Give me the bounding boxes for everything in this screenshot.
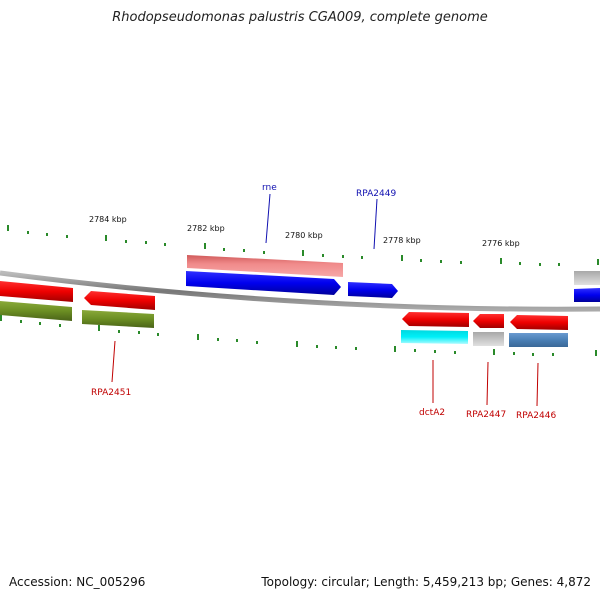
olive-feature-left-2[interactable] bbox=[82, 310, 154, 328]
cds-forward-right[interactable] bbox=[574, 288, 600, 302]
gene-label-rpa2451[interactable]: RPA2451 bbox=[91, 388, 131, 398]
map-title: Rhodopseudomonas palustris CGA009, compl… bbox=[112, 10, 488, 25]
cds-reverse-rpa2447[interactable] bbox=[473, 314, 504, 328]
tick-label-2778: 2778 kbp bbox=[383, 236, 421, 245]
gray-feature-rpa2447[interactable] bbox=[473, 332, 504, 346]
steel-feature-rpa2446[interactable] bbox=[509, 333, 568, 347]
cds-reverse-dcta2[interactable] bbox=[402, 312, 469, 327]
leader-line-rpa2446 bbox=[536, 362, 539, 407]
inner-tick-ring bbox=[0, 315, 597, 356]
cds-reverse-left-1[interactable] bbox=[0, 281, 73, 302]
cds-forward-rpa2449[interactable] bbox=[348, 282, 398, 298]
outer-tick-ring bbox=[7, 225, 599, 266]
tick-label-2782: 2782 kbp bbox=[187, 224, 225, 233]
genome-summary-text: Topology: circular; Length: 5,459,213 bp… bbox=[261, 575, 591, 589]
leader-line-rpa2449 bbox=[373, 198, 378, 250]
cyan-feature-dcta2[interactable] bbox=[401, 330, 468, 344]
gene-label-rpa2449[interactable]: RPA2449 bbox=[356, 189, 396, 199]
rna-feature-pink[interactable] bbox=[187, 255, 343, 277]
tick-label-2784: 2784 kbp bbox=[89, 215, 127, 224]
genome-backbone bbox=[0, 270, 600, 312]
olive-feature-left-1[interactable] bbox=[0, 301, 72, 321]
cds-forward-rne[interactable] bbox=[186, 271, 341, 295]
leader-line-rpa2451 bbox=[111, 340, 116, 383]
tick-label-2776: 2776 kbp bbox=[482, 239, 520, 248]
gray-feature-right-top[interactable] bbox=[574, 271, 600, 285]
cds-reverse-rpa2446[interactable] bbox=[510, 315, 568, 330]
accession-text: Accession: NC_005296 bbox=[9, 575, 146, 589]
leader-line-rpa2447 bbox=[486, 361, 489, 406]
cds-reverse-left-2[interactable] bbox=[84, 291, 155, 310]
gene-label-dcta2[interactable]: dctA2 bbox=[419, 408, 445, 418]
gene-label-rpa2447[interactable]: RPA2447 bbox=[466, 410, 506, 420]
tick-label-2780: 2780 kbp bbox=[285, 231, 323, 240]
leader-line-rne bbox=[265, 193, 271, 244]
gene-label-rpa2446[interactable]: RPA2446 bbox=[516, 411, 556, 421]
gene-label-rne[interactable]: rne bbox=[262, 183, 277, 193]
